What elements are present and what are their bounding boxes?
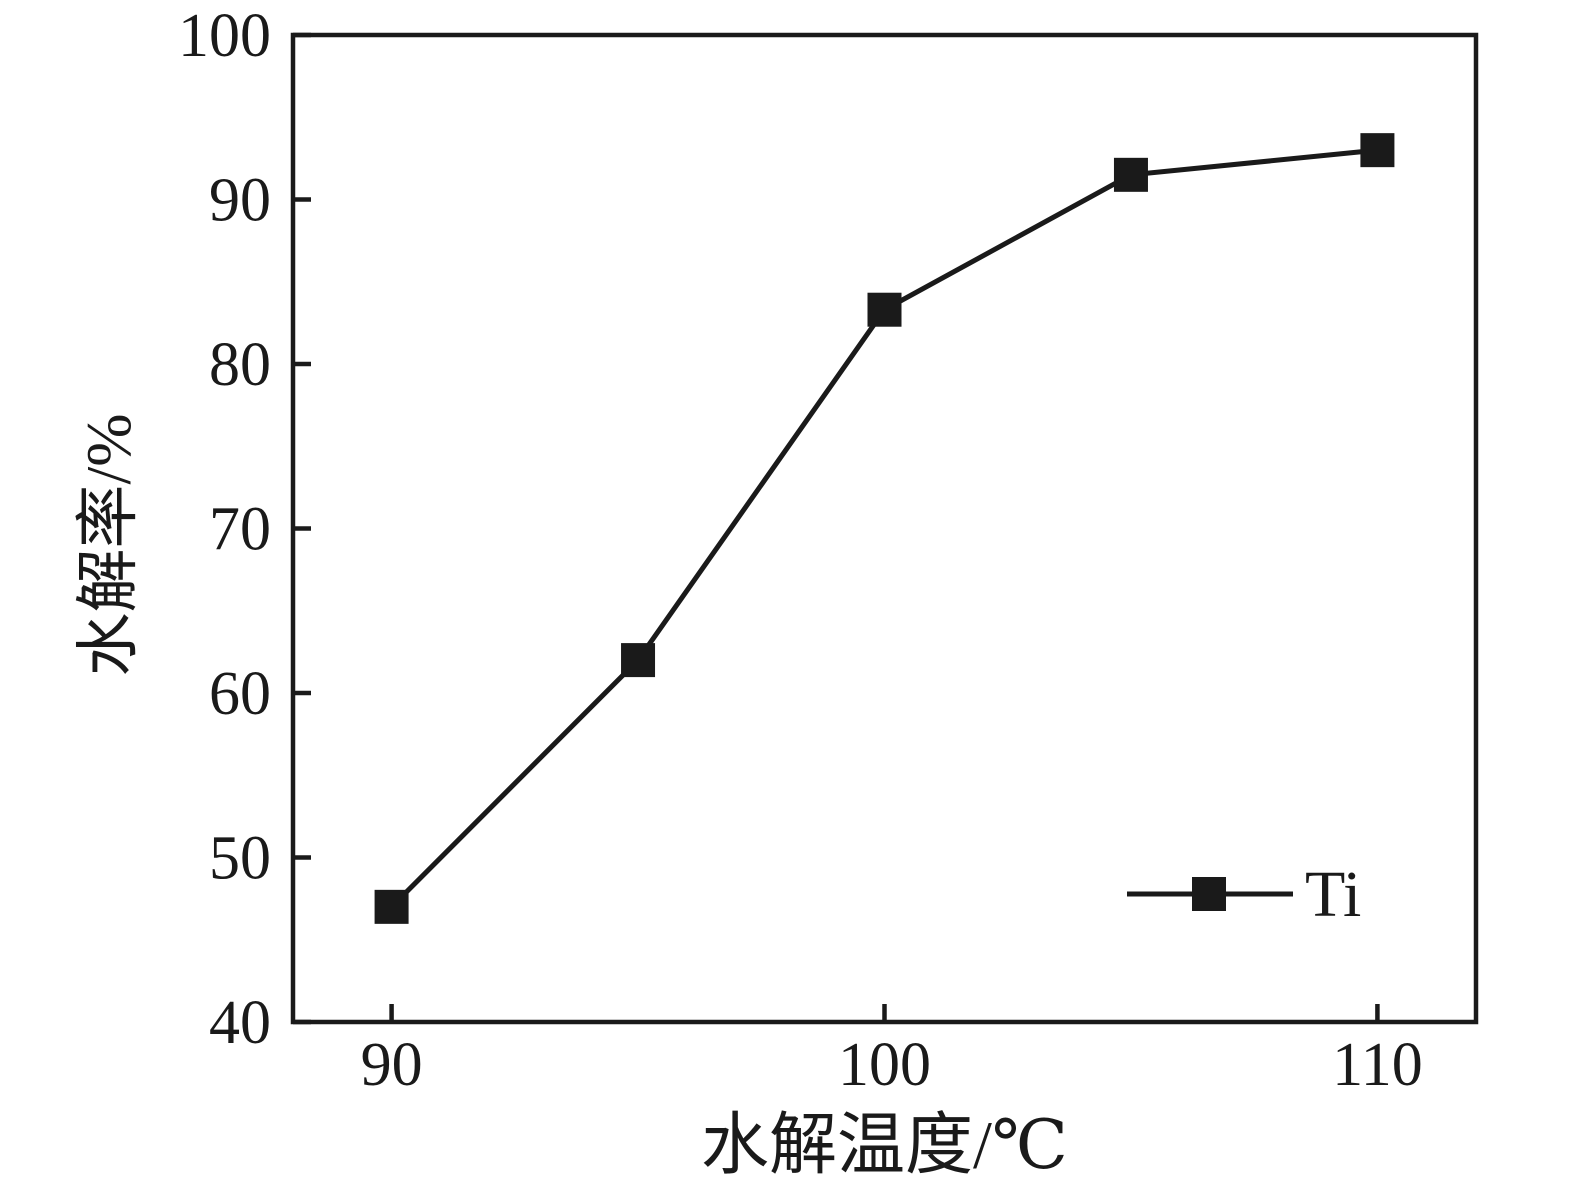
x-tick-label: 110 xyxy=(1332,1031,1423,1099)
data-point-marker xyxy=(1360,133,1395,168)
data-point-marker xyxy=(374,889,409,924)
y-tick-label: 40 xyxy=(209,989,271,1057)
legend-marker xyxy=(1192,877,1226,911)
y-tick-label: 80 xyxy=(209,331,271,399)
y-tick-label: 50 xyxy=(209,825,271,893)
y-tick-label: 100 xyxy=(178,2,271,70)
legend-label: Ti xyxy=(1305,858,1361,931)
y-tick-label: 70 xyxy=(209,496,271,564)
data-point-marker xyxy=(867,292,902,327)
y-tick-label: 60 xyxy=(209,660,271,728)
y-tick-label: 90 xyxy=(209,167,271,235)
x-axis-title: 水解温度/℃ xyxy=(701,1107,1068,1183)
x-tick-label: 100 xyxy=(838,1031,931,1099)
y-axis-title: 水解率/% xyxy=(73,413,144,676)
x-tick-label: 90 xyxy=(361,1031,423,1099)
legend: Ti xyxy=(1127,858,1361,931)
data-point-marker xyxy=(1113,157,1148,192)
data-point-marker xyxy=(621,643,656,678)
